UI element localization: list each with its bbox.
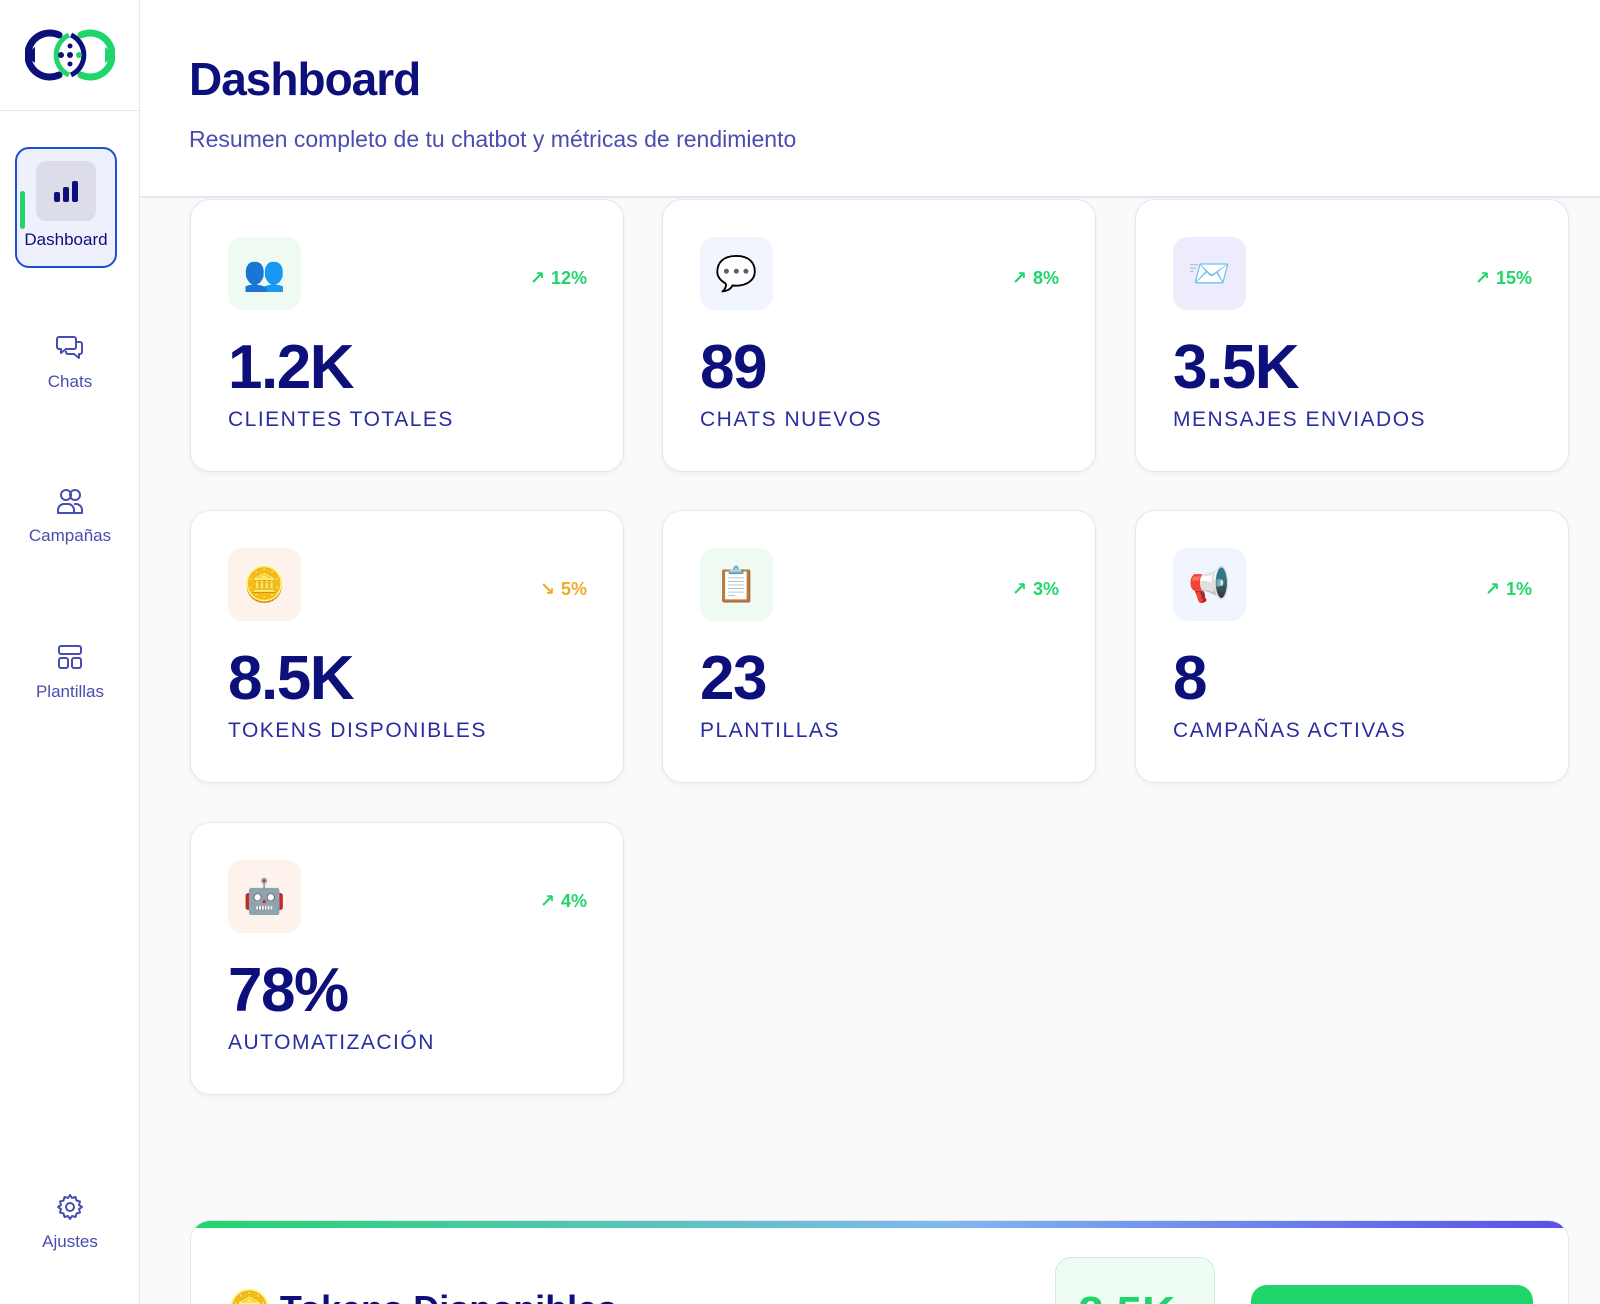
stat-card-tokens: 🪙 ↘ 5% 8.5K TOKENS DISPONIBLES [190, 510, 624, 783]
sidebar-item-campanas[interactable]: Campañas [0, 486, 140, 546]
stat-value: 3.5K [1173, 333, 1299, 402]
tokens-panel-title: 🪙 Tokens Disponibles [227, 1288, 617, 1304]
gradient-bar [191, 1221, 1568, 1228]
stat-value: 1.2K [228, 333, 354, 402]
card-icon-glyph: 👥 [243, 254, 286, 293]
trend-value: 1% [1505, 579, 1532, 599]
trend-arrow-icon: ↘ [539, 579, 555, 599]
stat-card-campanas: 📢 ↗ 1% 8 CAMPAÑAS ACTIVAS [1135, 510, 1569, 783]
trend-indicator: ↗ 15% [1475, 268, 1532, 289]
trend-value: 5% [560, 579, 587, 599]
stat-card-mensajes: 📨 ↗ 15% 3.5K MENSAJES ENVIADOS [1135, 199, 1569, 472]
users-icon [57, 489, 83, 514]
stat-card-clientes: 👥 ↗ 12% 1.2K CLIENTES TOTALES [190, 199, 624, 472]
trend-arrow-icon: ↗ [1474, 268, 1490, 288]
trend-value: 12% [550, 268, 587, 288]
trend-indicator: ↗ 8% [1012, 268, 1059, 289]
brand-logo-icon [24, 29, 115, 81]
stat-value: 23 [700, 644, 767, 713]
stat-label: CAMPAÑAS ACTIVAS [1173, 719, 1407, 742]
trend-value: 3% [1032, 579, 1059, 599]
stat-label: CHATS NUEVOS [700, 408, 883, 431]
coin-icon: 🪙 [228, 548, 301, 621]
stat-label: TOKENS DISPONIBLES [228, 719, 487, 742]
coin-icon: 🪙 [227, 1288, 272, 1304]
trend-arrow-icon: ↗ [1484, 579, 1500, 599]
trend-arrow-icon: ↗ [539, 891, 555, 911]
trend-indicator: ↗ 12% [530, 268, 587, 289]
trend-indicator: ↗ 3% [1012, 579, 1059, 600]
trend-arrow-icon: ↗ [1011, 268, 1027, 288]
trend-indicator: ↘ 5% [540, 579, 587, 600]
speech-bubble-icon: 💬 [700, 237, 773, 310]
users-emoji-icon: 👥 [228, 237, 301, 310]
gear-icon [57, 1194, 83, 1220]
robot-icon: 🤖 [228, 860, 301, 933]
tokens-panel-title-text: Tokens Disponibles [280, 1288, 617, 1304]
sidebar-item-label: Plantillas [35, 682, 105, 701]
tokens-panel: 🪙 Tokens Disponibles 8.5K [190, 1220, 1569, 1304]
bar-chart-icon [36, 161, 96, 221]
card-icon-glyph: 📨 [1188, 254, 1231, 293]
card-icon-glyph: 🪙 [243, 565, 286, 604]
page-subtitle: Resumen completo de tu chatbot y métrica… [189, 126, 797, 152]
card-icon-glyph: 💬 [715, 254, 758, 293]
page-header: Dashboard Resumen completo de tu chatbot… [141, 0, 1600, 198]
sidebar-item-label: Ajustes [42, 1232, 98, 1251]
sidebar: Dashboard Chats Campañas Plantillas Aju [0, 0, 140, 1304]
stat-label: CLIENTES TOTALES [228, 408, 454, 431]
tokens-action-button[interactable] [1251, 1285, 1533, 1304]
stat-label: AUTOMATIZACIÓN [228, 1031, 435, 1054]
chat-bubbles-icon [56, 336, 83, 359]
trend-value: 8% [1032, 268, 1059, 288]
tokens-value: 8.5K [1078, 1286, 1175, 1304]
card-icon-glyph: 🤖 [243, 877, 286, 916]
stat-card-automatizacion: 🤖 ↗ 4% 78% AUTOMATIZACIÓN [190, 822, 624, 1095]
sidebar-item-label: Dashboard [24, 230, 108, 249]
page-title: Dashboard [189, 53, 421, 105]
stat-card-plantillas: 📋 ↗ 3% 23 PLANTILLAS [662, 510, 1096, 783]
layout-template-icon [58, 645, 82, 669]
sidebar-item-chats[interactable]: Chats [0, 332, 140, 392]
megaphone-icon: 📢 [1173, 548, 1246, 621]
trend-value: 15% [1495, 268, 1532, 288]
trend-indicator: ↗ 1% [1485, 579, 1532, 600]
sidebar-item-label: Campañas [28, 526, 112, 545]
stat-label: PLANTILLAS [700, 719, 840, 742]
inbox-tray-icon: 📨 [1173, 237, 1246, 310]
card-icon-glyph: 📋 [715, 565, 758, 604]
clipboard-icon: 📋 [700, 548, 773, 621]
sidebar-item-dashboard[interactable]: Dashboard [15, 147, 117, 268]
stat-card-chats: 💬 ↗ 8% 89 CHATS NUEVOS [662, 199, 1096, 472]
stat-value: 89 [700, 333, 767, 402]
trend-arrow-icon: ↗ [529, 268, 545, 288]
sidebar-item-ajustes[interactable]: Ajustes [0, 1192, 140, 1252]
trend-arrow-icon: ↗ [1011, 579, 1027, 599]
stat-value: 78% [228, 956, 349, 1025]
logo-container [0, 0, 139, 111]
stat-value: 8.5K [228, 644, 354, 713]
card-icon-glyph: 📢 [1188, 565, 1231, 604]
stat-value: 8 [1173, 644, 1207, 713]
trend-value: 4% [560, 891, 587, 911]
trend-indicator: ↗ 4% [540, 891, 587, 912]
active-indicator [20, 191, 25, 229]
sidebar-item-label: Chats [47, 372, 93, 391]
sidebar-item-plantillas[interactable]: Plantillas [0, 642, 140, 702]
tokens-value-badge: 8.5K [1055, 1257, 1215, 1304]
stat-label: MENSAJES ENVIADOS [1173, 408, 1427, 431]
